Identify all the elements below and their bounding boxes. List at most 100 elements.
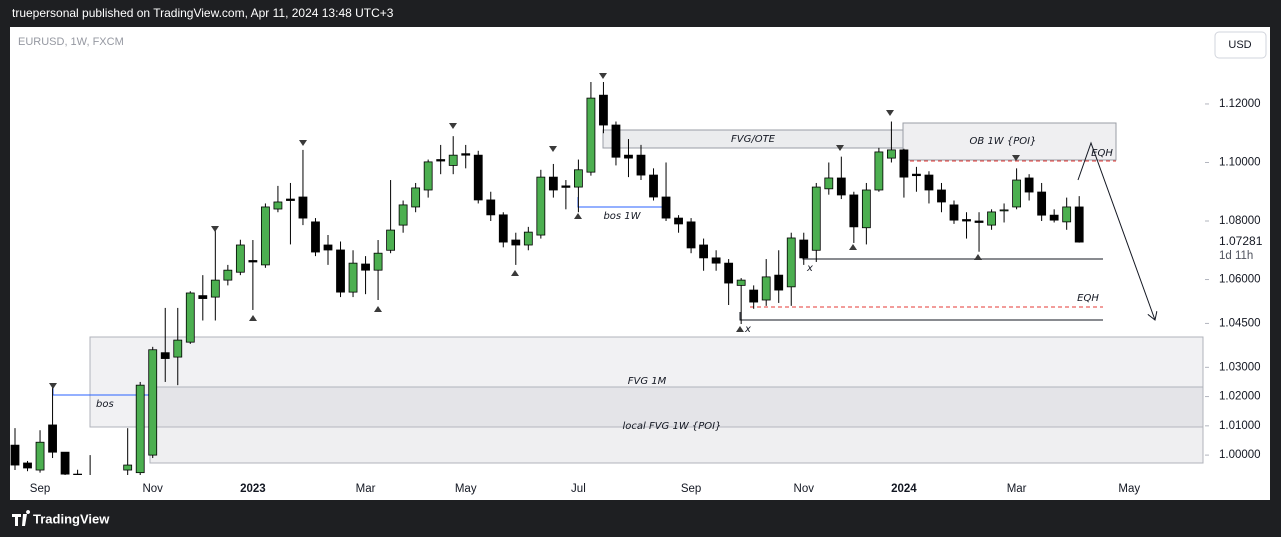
candle-body	[636, 154, 646, 176]
candle-body	[1049, 214, 1059, 221]
annotation: x	[806, 263, 813, 274]
candle-body	[348, 262, 358, 293]
candle-body	[561, 185, 571, 188]
candle-body	[774, 274, 784, 291]
candle-body	[73, 473, 82, 475]
candle-body	[899, 149, 909, 178]
candle-body	[286, 198, 295, 201]
candle-body	[548, 176, 558, 191]
annotations: bos FVG 1M local FVG 1W {POI} FVG/OTE bo…	[52, 122, 1204, 464]
level-line	[739, 312, 1103, 321]
candle-body	[135, 384, 145, 474]
candle-body	[574, 169, 583, 188]
x-tick-label: Sep	[681, 483, 701, 495]
candle-body	[661, 196, 671, 219]
candle-body	[874, 151, 884, 191]
candle-body	[411, 187, 421, 208]
x-tick-label: Nov	[142, 483, 163, 495]
x-tick-label: Mar	[1007, 483, 1027, 495]
brand-logo	[12, 510, 31, 526]
x-tick-label: Nov	[794, 483, 815, 495]
candles	[10, 82, 1084, 475]
x-tick-label: May	[1118, 483, 1140, 495]
ob-zone	[902, 122, 1117, 161]
candle-body	[461, 153, 471, 156]
annotation: EQH	[1091, 148, 1113, 159]
y-tick-label: 1.03000	[1219, 361, 1261, 373]
candle-body	[210, 279, 220, 298]
x-tick-label: May	[455, 483, 477, 495]
candle-body	[323, 244, 333, 251]
publish-header: truepersonal published on TradingView.co…	[12, 6, 394, 20]
candle-body	[624, 154, 633, 159]
candle-body	[48, 424, 57, 453]
y-tick-label: 1.00000	[1219, 449, 1261, 461]
chart-panel	[10, 27, 1270, 500]
candle-body	[198, 295, 208, 299]
candle-body	[273, 201, 283, 210]
countdown-label: 1d 11h	[1219, 250, 1253, 262]
candle-body	[962, 219, 971, 222]
candle-body	[1037, 191, 1047, 216]
x-tick-label: 2024	[891, 483, 917, 495]
candle-body	[861, 189, 871, 229]
candle-body	[336, 249, 345, 293]
y-tick-label: 1.06000	[1219, 274, 1261, 286]
candle-body	[924, 174, 934, 191]
candle-body	[824, 177, 834, 190]
candle-body	[724, 262, 734, 284]
candle-body	[949, 204, 959, 221]
candle-body	[699, 244, 708, 259]
candle-body	[386, 229, 396, 251]
candle-body	[185, 292, 195, 343]
candle-body	[423, 161, 433, 191]
last-price-label: 1.07281	[1219, 234, 1263, 248]
candle-body	[298, 196, 308, 219]
candle-body	[536, 176, 546, 236]
candle-body	[887, 149, 896, 159]
projection-arrow	[1077, 141, 1155, 320]
y-tick-label: 1.04500	[1219, 317, 1261, 329]
candle-body	[173, 339, 183, 358]
candle-body	[974, 220, 984, 223]
candle-body	[148, 349, 158, 456]
candle-body	[736, 279, 746, 286]
candle-body	[811, 186, 821, 251]
x-tick-label: Mar	[356, 483, 376, 495]
currency-button[interactable]	[1214, 31, 1267, 59]
candle-body	[398, 204, 408, 226]
candle-body	[649, 174, 658, 198]
candle-body	[473, 154, 483, 201]
candle-body	[60, 451, 70, 475]
candle-body	[523, 231, 533, 246]
candle-body	[761, 276, 771, 301]
y-tick-label: 1.12000	[1219, 98, 1261, 110]
candle-body	[511, 239, 521, 246]
candle-body	[1012, 179, 1021, 208]
candle-body	[498, 214, 508, 243]
candle-body	[1074, 206, 1084, 243]
candle-body	[223, 269, 233, 281]
candle-body	[987, 211, 996, 226]
candle-body	[436, 159, 446, 162]
x-tick-label: Jul	[571, 483, 586, 495]
currency-label: USD	[1228, 39, 1251, 51]
candle-body	[999, 209, 1009, 212]
candle-body	[1024, 177, 1034, 193]
candle-body	[123, 464, 133, 471]
annotation: FVG/OTE	[731, 134, 776, 145]
candle-body	[373, 252, 383, 271]
candle-body	[35, 441, 45, 471]
candle-body	[361, 263, 370, 271]
annotation: OB 1W {POI}	[970, 136, 1037, 147]
candle-body	[260, 206, 270, 266]
candle-body	[686, 221, 696, 249]
candle-body	[599, 94, 608, 126]
annotation: local FVG 1W {POI}	[622, 421, 721, 432]
candle-body	[836, 177, 846, 196]
y-tick-label: 1.10000	[1219, 157, 1261, 169]
candle-body	[799, 239, 809, 259]
candle-body	[311, 221, 320, 253]
x-tick-label: Sep	[30, 483, 50, 495]
